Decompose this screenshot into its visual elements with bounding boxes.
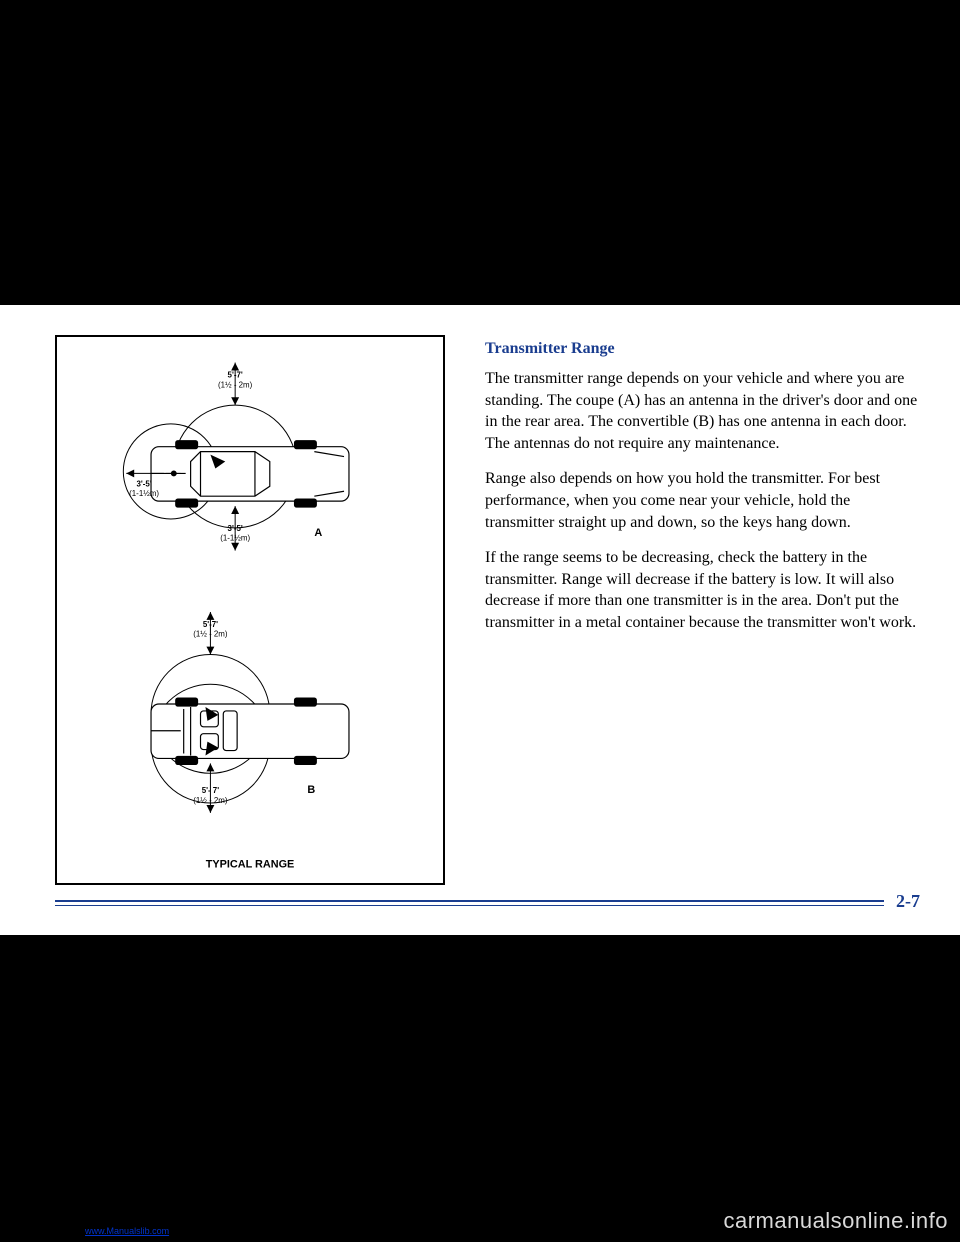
diagram-b-label: B — [307, 784, 315, 796]
range-b-bot: 5'- 7' — [202, 786, 220, 795]
content-row: 5'-7' (1½ - 2m) 3'-5' (1-1½m) 3'-5' (1-1… — [55, 335, 920, 890]
page-number: 2-7 — [884, 891, 920, 912]
paragraph: If the range seems to be decreasing, che… — [485, 547, 920, 633]
text-column: Transmitter Range The transmitter range … — [485, 335, 920, 890]
range-a-bot: 3'-5' — [228, 524, 243, 533]
range-a-bot-m: (1-1½m) — [220, 534, 250, 543]
diagram-svg: 5'-7' (1½ - 2m) 3'-5' (1-1½m) 3'-5' (1-1… — [57, 337, 443, 883]
range-b-top-m: (1½ - 2m) — [193, 630, 228, 639]
download-prefix: Downloaded from — [12, 1226, 85, 1236]
download-link[interactable]: www.Manualslib.com — [85, 1226, 169, 1236]
diagram-a-label: A — [314, 527, 322, 539]
watermark: carmanualsonline.info — [723, 1208, 948, 1234]
paragraph: Range also depends on how you hold the t… — [485, 468, 920, 533]
section-title: Transmitter Range — [485, 340, 920, 358]
diagram-caption: TYPICAL RANGE — [206, 858, 295, 870]
range-b-bot-m: (1½ - 2m) — [193, 796, 228, 805]
range-b-top: 5'-7' — [203, 620, 218, 629]
range-diagram: 5'-7' (1½ - 2m) 3'-5' (1-1½m) 3'-5' (1-1… — [55, 335, 445, 885]
range-a-top-m: (1½ - 2m) — [218, 380, 253, 389]
download-attribution: Downloaded from www.Manualslib.com manua… — [12, 1226, 265, 1236]
range-a-top: 5'-7' — [228, 370, 243, 379]
footer-rule: 2-7 — [55, 900, 920, 906]
range-a-side: 3'-5' — [137, 479, 152, 488]
range-a-side-m: (1-1½m) — [129, 489, 159, 498]
paragraph: The transmitter range depends on your ve… — [485, 368, 920, 454]
manual-page: 5'-7' (1½ - 2m) 3'-5' (1-1½m) 3'-5' (1-1… — [0, 305, 960, 935]
download-suffix: manuals search engine — [169, 1226, 265, 1236]
